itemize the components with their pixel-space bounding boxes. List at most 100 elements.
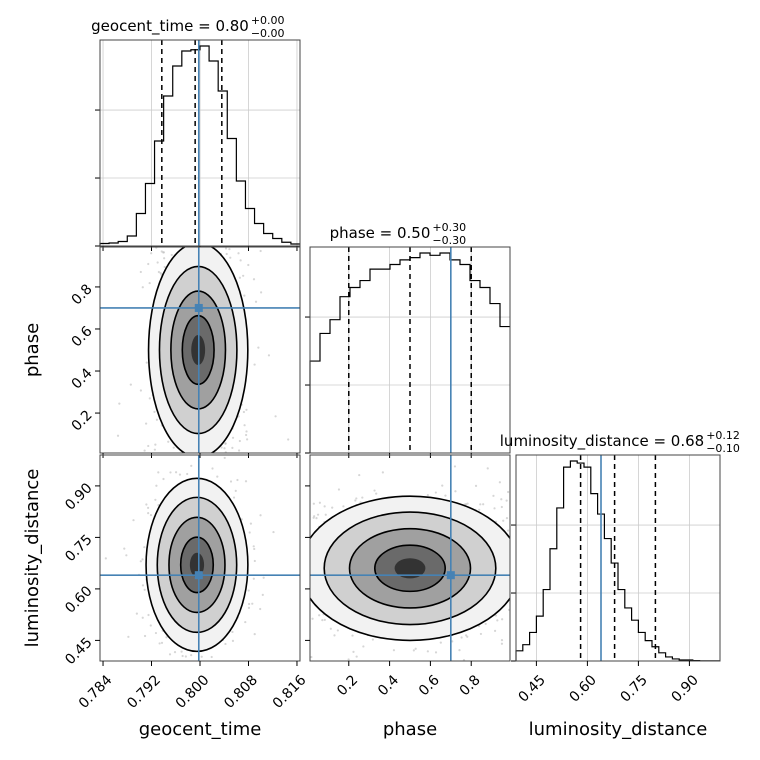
sample-point [154,498,157,501]
sample-point [496,619,499,622]
sample-point [251,602,254,605]
sample-point [147,512,150,515]
histogram-panel-geocent_time: geocent_time = 0.80 +0.00−0.00 [91,14,301,251]
y-tick-label: 0.6 [69,323,96,350]
sample-point [259,249,262,253]
sample-point [373,489,376,492]
sample-point [228,248,231,251]
sample-point [190,464,193,467]
sample-point [259,514,262,517]
sample-point [149,513,153,517]
sample-point [493,507,496,510]
sample-point [249,522,253,525]
sample-point [260,291,263,294]
sample-point [143,588,146,591]
sample-point [505,517,509,520]
y-tick-label: 0.4 [69,365,96,392]
sample-point [500,642,504,645]
sample-point [225,252,228,256]
sample-point [169,471,172,474]
truth-marker [194,571,203,580]
sample-point [149,624,152,627]
y-axis-label-phase: phase [22,323,43,377]
sample-point [287,438,290,441]
density-peak [189,552,205,577]
x-tick-label: 0.60 [567,672,600,705]
sample-point [236,478,239,482]
y-tick-label: 0.45 [62,635,95,668]
sample-point [163,257,166,260]
sample-point [237,252,240,255]
sample-point [362,645,365,648]
x-tick-label: 0.816 [270,672,310,712]
sample-point [238,276,241,279]
sample-point [165,636,168,639]
sample-point [453,465,457,468]
x-tick-label: 0.2 [334,672,361,699]
sample-point [342,505,345,508]
sample-point [147,262,150,266]
sample-point [162,251,165,254]
sample-point [262,576,265,579]
sample-point [486,467,489,470]
sample-point [355,655,358,658]
sample-point [414,647,417,650]
sample-point [507,490,510,494]
sample-point [172,446,175,449]
y-tick-label: 0.90 [62,480,95,513]
sample-point [316,513,320,516]
density-content [104,456,275,664]
sample-point [252,278,256,281]
sample-point [312,502,315,505]
panel-title: luminosity_distance = 0.68 [500,432,704,451]
panel-frame [309,246,511,454]
density-panel-geocent_time-phase: 0.2 0.4 0.6 0.8 [69,246,301,458]
sample-point [454,490,457,493]
sample-point [392,649,396,652]
sample-point [375,492,378,495]
sample-point [248,531,251,534]
sample-point [163,265,166,269]
sample-point [254,300,258,303]
sample-point [193,662,195,664]
sample-point [381,471,384,474]
sample-point [259,607,262,611]
sample-point [482,503,485,506]
sample-point [154,443,157,446]
x-tick-label: 0.4 [375,672,402,699]
sample-point [139,270,142,274]
title-minus: −0.10 [706,442,740,455]
sample-point [229,480,233,483]
sample-point [500,639,504,642]
sample-point [143,449,146,452]
sample-point [223,456,226,460]
sample-point [351,634,354,637]
sample-point [157,270,160,274]
sample-point [501,618,504,621]
sample-point [145,503,148,506]
sample-point [244,480,248,483]
y-tick-label: 0.2 [69,407,96,434]
sample-point [247,263,250,267]
sample-point [157,471,160,474]
sample-point [239,259,242,262]
sample-point [244,620,247,624]
title-plus: +0.12 [706,429,740,442]
sample-point [211,467,214,470]
sample-point [274,415,277,418]
sample-point [116,434,120,437]
sample-point [123,547,126,550]
sample-point [184,655,187,658]
y-axis-label-luminosity_distance: luminosity_distance [22,469,43,648]
sample-point [148,281,151,285]
sample-point [505,499,508,502]
sample-point [252,577,255,580]
sample-point [324,513,327,516]
sample-point [220,446,223,449]
sample-point [246,438,249,441]
x-tick-label: 0.8 [457,672,484,699]
x-axis-label-phase: phase [383,719,437,740]
sample-point [460,636,463,639]
sample-point [231,436,235,439]
sample-point [458,649,461,652]
